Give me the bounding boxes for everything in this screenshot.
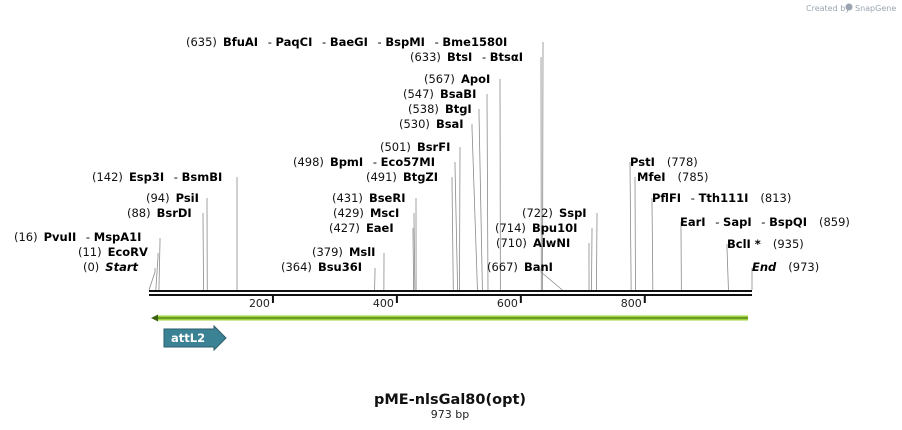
svg-text:(667)BanI: (667) BanI (487, 260, 553, 274)
site-psii[interactable]: (94) PsiI (146, 191, 199, 205)
svg-text:(501)BsrFI: (501) BsrFI (380, 140, 450, 154)
site-line-23 (596, 213, 598, 291)
svg-text:(431)BseRI: (431) BseRI (332, 191, 405, 205)
svg-text:(0)Start: (0) Start (83, 260, 139, 274)
site-line-3 (202, 213, 204, 291)
site-line-15 (478, 109, 483, 291)
site-line-8 (412, 228, 415, 291)
svg-text:PstI(778): PstI (778) (630, 155, 698, 169)
site-line-20 (540, 268, 563, 291)
site-btgi[interactable]: (538) BtgI (408, 102, 472, 116)
snapgene-credit: Created by SnapGene (806, 3, 896, 13)
site-alwni[interactable]: (710) AlwNI (496, 236, 570, 250)
site-bsabi[interactable]: (547) BsaBI (403, 87, 476, 101)
site-start[interactable]: (0) Start (83, 260, 139, 274)
site-bpu10i[interactable]: (714) Bpu10I (495, 221, 577, 235)
feature-attl2[interactable]: attL2 (163, 324, 227, 352)
svg-text:MfeI(785): MfeI (785) (637, 170, 708, 184)
site-mfei[interactable]: MfeI (785) (637, 170, 708, 184)
site-line-0 (148, 268, 156, 291)
site-line-1 (155, 253, 159, 291)
ruler-label-600: 600 (497, 297, 518, 310)
svg-text:(379)MslI: (379) MslI (312, 245, 375, 259)
svg-text:(722)SspI: (722) SspI (522, 206, 587, 220)
site-line-14 (471, 124, 478, 291)
site-btsi[interactable]: (633) BtsI - BtsαI (410, 50, 523, 64)
svg-text:BclI *(935): BclI * (935) (727, 237, 804, 251)
feature-label: attL2 (171, 331, 205, 345)
site-bsrdi[interactable]: (88) BsrDI (127, 206, 192, 220)
site-bcli[interactable]: BclI * (935) (727, 237, 804, 251)
svg-text:(635)BfuAI - PaqCI - BaeGI - B: (635) BfuAI - PaqCI - BaeGI - BspMI - Bme… (186, 35, 507, 49)
site-line-24 (629, 162, 632, 291)
svg-text:(364)Bsu36I: (364) Bsu36I (281, 260, 362, 274)
svg-text:(567)ApoI: (567) ApoI (424, 72, 490, 86)
plasmid-title: pME-nlsGal80(opt) (374, 392, 526, 408)
reverse-primer-arrow[interactable] (151, 314, 748, 322)
svg-text:(530)BsaI: (530) BsaI (399, 117, 464, 131)
site-bpmi[interactable]: (498) BpmI - Eco57MI (293, 155, 435, 169)
site-line-26 (651, 198, 654, 291)
svg-text:(547)BsaBI: (547) BsaBI (403, 87, 476, 101)
site-apoi[interactable]: (567) ApoI (424, 72, 490, 86)
svg-text:PflFI - Tth111I(813): PflFI - Tth111I (813) (652, 191, 791, 205)
snapgene-logo-icon (845, 3, 853, 11)
ruler: 200 400 600 800 (249, 296, 646, 310)
site-labels: (0) Start (11) EcoRV (16) PvuII - MspA1I (8… (14, 35, 850, 274)
ruler-label-800: 800 (621, 297, 642, 310)
svg-text:(88)BsrDI: (88) BsrDI (127, 206, 192, 220)
site-line-16 (486, 94, 489, 291)
svg-text:(429)MscI: (429) MscI (333, 206, 399, 220)
site-bseri[interactable]: (431) BseRI (332, 191, 405, 205)
site-line-22 (591, 228, 593, 291)
ruler-label-400: 400 (373, 297, 394, 310)
site-pflfi[interactable]: PflFI - Tth111I (813) (652, 191, 791, 205)
site-line-9 (413, 213, 416, 291)
site-eaei[interactable]: (427) EaeI (329, 221, 394, 235)
site-end[interactable]: End (973) (752, 260, 819, 274)
svg-text:(491)BtgZI: (491) BtgZI (366, 170, 438, 184)
site-ecorv[interactable]: (11) EcoRV (78, 245, 148, 259)
site-pvuii[interactable]: (16) PvuII - MspA1I (14, 230, 141, 244)
site-psti[interactable]: PstI (778) (630, 155, 698, 169)
site-bani[interactable]: (667) BanI (487, 260, 553, 274)
site-lines (148, 42, 753, 291)
svg-text:(633)BtsI - BtsαI: (633) BtsI - BtsαI (410, 50, 523, 64)
feature-arrow-icon (163, 324, 227, 352)
site-line-28 (726, 244, 729, 291)
site-bsai[interactable]: (530) BsaI (399, 117, 464, 131)
site-msci[interactable]: (429) MscI (333, 206, 399, 220)
site-eari[interactable]: EarI - SapI - BspQI (859) (680, 215, 850, 229)
svg-text:EarI - SapI - BspQI(859): EarI - SapI - BspQI (859) (680, 215, 850, 229)
site-line-12 (454, 162, 459, 291)
sequence-backbone[interactable] (149, 290, 752, 296)
site-msli[interactable]: (379) MslI (312, 245, 375, 259)
svg-text:(498)BpmI - Eco57MI: (498) BpmI - Eco57MI (293, 155, 435, 169)
svg-text:(714)Bpu10I: (714) Bpu10I (495, 221, 577, 235)
ruler-label-200: 200 (249, 297, 270, 310)
svg-text:End(973): End (973) (752, 260, 819, 274)
svg-text:(427)EaeI: (427) EaeI (329, 221, 394, 235)
site-line-2 (158, 238, 161, 291)
site-bsu36i[interactable]: (364) Bsu36I (281, 260, 362, 274)
svg-text:(11)EcoRV: (11) EcoRV (78, 245, 148, 259)
site-sspi[interactable]: (722) SspI (522, 206, 587, 220)
site-bfuai[interactable]: (635) BfuAI - PaqCI - BaeGI - BspMI - Bme… (186, 35, 507, 49)
site-line-11 (451, 177, 454, 291)
arrowhead-left-icon (151, 314, 158, 322)
site-esp3i[interactable]: (142) Esp3I - BsmBI (92, 170, 222, 184)
svg-text:(142)Esp3I - BsmBI: (142) Esp3I - BsmBI (92, 170, 222, 184)
plasmid-length: 973 bp (431, 408, 469, 421)
brand-text: SnapGene (855, 4, 896, 13)
credit-text: Created by (806, 4, 850, 13)
svg-text:(16)PvuII - MspA1I: (16) PvuII - MspA1I (14, 230, 141, 244)
site-btgzi[interactable]: (491) BtgZI (366, 170, 438, 184)
site-line-13 (459, 147, 461, 291)
svg-text:(94)PsiI: (94) PsiI (146, 191, 199, 205)
svg-text:(710)AlwNI: (710) AlwNI (496, 236, 570, 250)
site-bsrfi[interactable]: (501) BsrFI (380, 140, 450, 154)
svg-text:(538)BtgI: (538) BtgI (408, 102, 472, 116)
